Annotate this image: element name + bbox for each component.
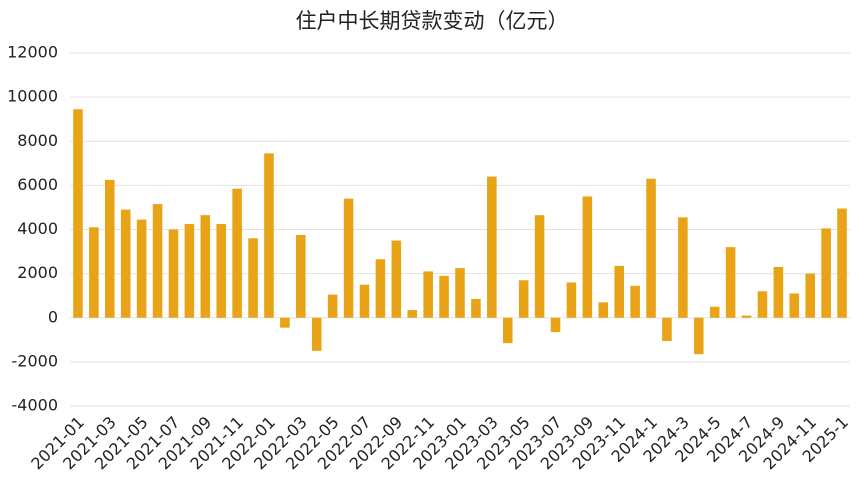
- y-tick-label: -4000: [12, 396, 59, 415]
- y-tick-label: 6000: [17, 175, 58, 194]
- bar: [534, 215, 545, 318]
- bar: [359, 284, 370, 318]
- bar: [105, 179, 115, 318]
- bar: [184, 223, 195, 318]
- bar: [327, 294, 338, 318]
- bar: [614, 265, 624, 318]
- bar: [168, 229, 179, 318]
- bar: [694, 317, 704, 355]
- bar: [471, 298, 481, 318]
- y-tick-label: 4000: [17, 219, 58, 238]
- y-tick-label: 2000: [17, 263, 58, 282]
- bar: [757, 291, 768, 318]
- bar: [487, 176, 497, 318]
- y-tick-label: 0: [48, 307, 58, 326]
- bar: [311, 317, 322, 351]
- bar: [821, 228, 831, 318]
- bar: [423, 271, 433, 318]
- bar: [216, 223, 226, 318]
- bar: [73, 109, 83, 318]
- bar: [248, 238, 258, 318]
- bar: [296, 235, 306, 318]
- bar: [375, 259, 386, 318]
- y-tick-label: 10000: [7, 87, 58, 106]
- bar: [89, 227, 99, 318]
- bar: [455, 268, 465, 318]
- bar: [837, 208, 847, 318]
- bar: [407, 310, 418, 318]
- chart-title: 住户中长期贷款变动（亿元）: [296, 9, 569, 33]
- bar: [343, 198, 354, 318]
- bar: [391, 240, 402, 318]
- bar: [200, 215, 211, 318]
- y-tick-label: -2000: [12, 351, 59, 370]
- bar: [662, 317, 672, 341]
- bar: [582, 196, 593, 318]
- bar: [630, 285, 640, 318]
- bar: [646, 178, 656, 318]
- bar: [264, 153, 274, 318]
- bar: [120, 209, 131, 318]
- bar: [789, 293, 800, 318]
- bar: [709, 306, 720, 318]
- y-tick-label: 12000: [7, 43, 58, 62]
- y-tick-label: 8000: [17, 131, 58, 150]
- bar: [152, 204, 163, 318]
- bar: [136, 219, 147, 318]
- bar: [805, 273, 815, 318]
- bar: [280, 317, 290, 328]
- bar: [725, 247, 736, 318]
- bar: [518, 280, 529, 318]
- bar: [502, 317, 513, 344]
- bar: [550, 317, 561, 333]
- bar: [741, 315, 752, 318]
- bar: [678, 217, 688, 318]
- bar: [566, 282, 577, 318]
- bar: [232, 188, 242, 318]
- bar: [439, 275, 449, 318]
- bar: [598, 302, 609, 318]
- bar: [773, 267, 784, 318]
